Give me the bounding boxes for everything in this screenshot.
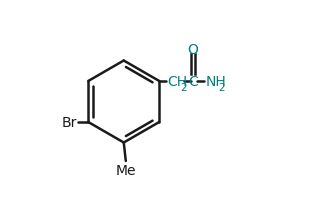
Text: O: O bbox=[188, 42, 198, 56]
Text: NH: NH bbox=[206, 75, 227, 89]
Text: CH: CH bbox=[167, 75, 188, 89]
Text: Me: Me bbox=[116, 163, 136, 177]
Text: Br: Br bbox=[61, 115, 77, 129]
Text: 2: 2 bbox=[219, 82, 225, 92]
Text: 2: 2 bbox=[180, 82, 187, 92]
Text: C: C bbox=[188, 75, 198, 89]
